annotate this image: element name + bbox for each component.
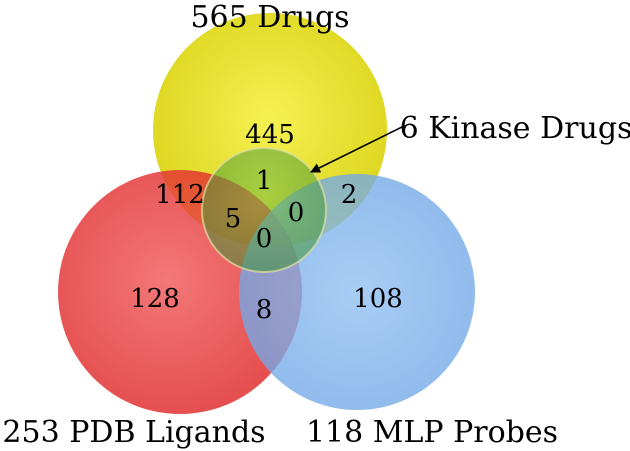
region-drugs-only: 445 xyxy=(245,120,295,150)
kinase-arrow xyxy=(310,125,405,173)
region-pdb-only: 128 xyxy=(130,284,180,314)
region-pdb-mlp: 8 xyxy=(256,295,273,325)
region-kinase-all-three: 0 xyxy=(256,224,273,254)
region-kinase-drugs-pdb: 5 xyxy=(225,204,242,234)
region-drugs-pdb: 112 xyxy=(155,180,205,210)
drugs-set-label: 565 Drugs xyxy=(190,0,349,35)
region-kinase-drugs-only: 1 xyxy=(256,166,273,196)
kinase-drugs-circle xyxy=(201,147,327,273)
pdb-set-label: 253 PDB Ligands xyxy=(2,415,265,450)
kinase-set-label: 6 Kinase Drugs xyxy=(400,111,630,146)
region-mlp-only: 108 xyxy=(353,284,403,314)
region-kinase-drugs-mlp: 0 xyxy=(288,198,305,228)
region-drugs-mlp: 2 xyxy=(341,180,358,210)
mlp-set-label: 118 MLP Probes xyxy=(306,415,558,450)
